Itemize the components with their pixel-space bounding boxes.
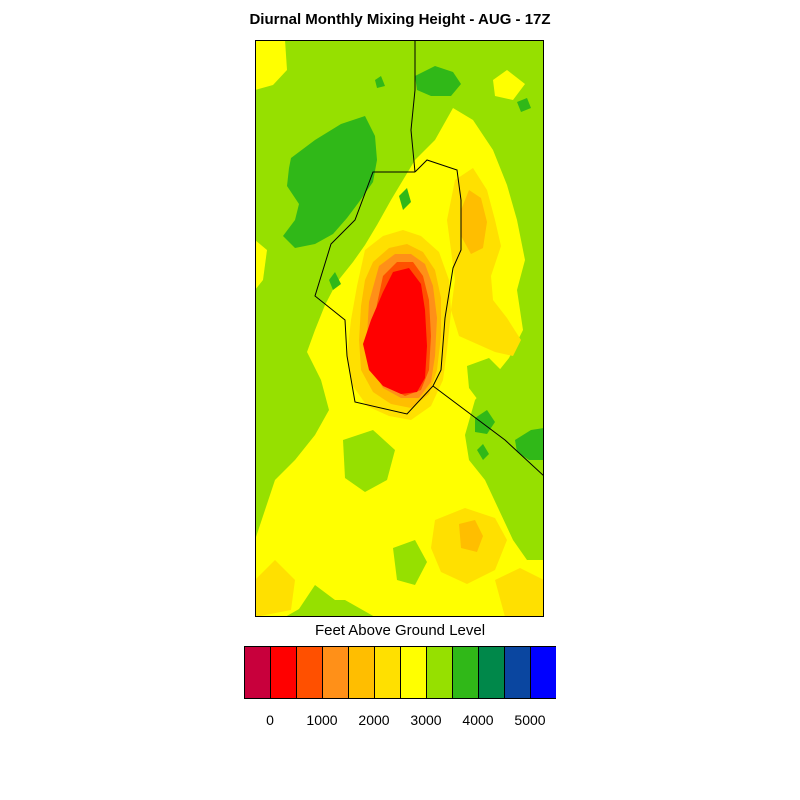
colorbar-tick-label: 3000 [410,712,442,728]
fill-band-green-small [329,272,341,290]
fill-band-green-northwest [283,116,377,248]
fill-band-green-north [415,66,461,96]
colorbar-swatch [530,646,556,699]
fill-band-lightgreen-pocket [295,585,335,617]
fill-band-gold-southeast [495,568,544,617]
fill-band-gold-southwest [255,560,295,617]
colorbar [244,646,556,700]
colorbar-swatch [452,646,479,699]
colorbar-swatch [270,646,297,699]
fill-band-green-small [375,76,385,88]
colorbar-tick-label: 1000 [306,712,338,728]
colorbar-swatch [296,646,323,699]
fill-band-green-small [475,410,495,434]
boundary-line-southeast [432,385,544,477]
colorbar-swatch [322,646,349,699]
colorbar-tick-label: 5000 [514,712,546,728]
fill-band-red [363,268,427,394]
state-boundaries [314,40,544,477]
map-frame [255,40,544,617]
fill-band-green-small [399,188,411,210]
fill-band-amber-east [461,190,487,254]
colorbar-tick-label: 2000 [358,712,390,728]
fill-band-yellow-small [493,70,525,100]
lake-basin-outline [314,159,462,415]
fill-band-yellow-west [255,40,287,90]
colorbar-tick-label: 4000 [462,712,494,728]
fill-band-green-east [515,428,544,460]
colorbar-swatch [374,646,401,699]
colorbar-swatch [348,646,375,699]
fill-band-green-small [517,98,531,112]
fill-band-yellow-south [283,510,325,560]
colorbar-swatches [244,646,556,699]
colorbar-label: Feet Above Ground Level [314,622,486,639]
fill-band-lightgreen-pocket [343,430,395,492]
fill-band-lightgreen-pocket [393,540,427,585]
mixing-height-map [255,40,544,617]
colorbar-tick-label: 0 [266,712,274,728]
fill-band-green-small [477,444,489,460]
colorbar-swatch [504,646,531,699]
fill-band-amber-south [459,520,483,552]
colorbar-swatch [244,646,271,699]
fill-band-lightgreen-pocket [467,358,507,404]
boundary-line-north [410,40,416,173]
contour-fills [255,40,544,617]
colorbar-swatch [400,646,427,699]
contour-plot [255,40,544,617]
colorbar-swatch [426,646,453,699]
colorbar-swatch [478,646,505,699]
fill-band-yellow-edge [255,240,267,290]
map-title: Diurnal Monthly Mixing Height - AUG - 17… [249,11,551,28]
